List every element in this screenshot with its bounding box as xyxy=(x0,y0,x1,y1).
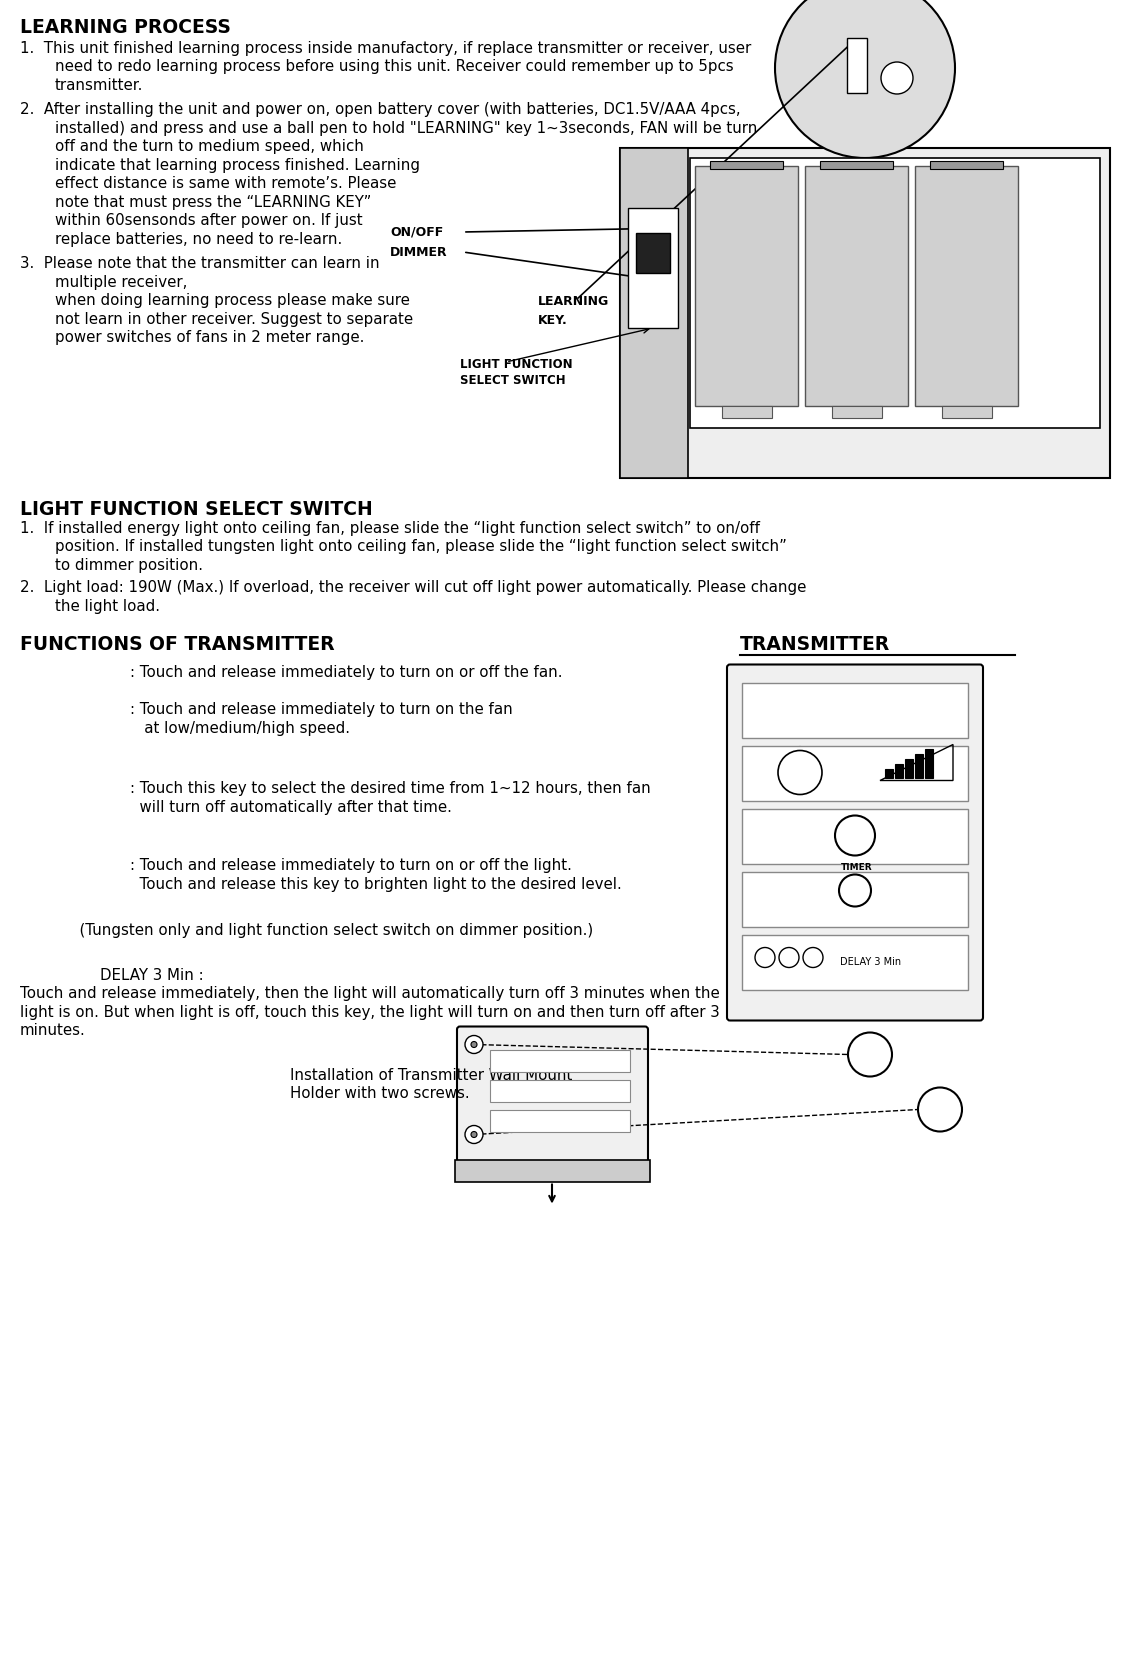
Bar xyxy=(742,746,968,800)
Bar xyxy=(916,753,924,778)
Circle shape xyxy=(881,62,913,94)
Text: effect distance is same with remote’s. Please: effect distance is same with remote’s. P… xyxy=(55,176,397,191)
Text: indicate that learning process finished. Learning: indicate that learning process finished.… xyxy=(55,157,419,172)
Text: ON/OFF: ON/OFF xyxy=(390,224,443,238)
Text: Touch and release immediately, then the light will automatically turn off 3 minu: Touch and release immediately, then the … xyxy=(19,985,720,1000)
Bar xyxy=(620,147,1110,478)
FancyBboxPatch shape xyxy=(457,1027,648,1163)
Text: (Tungsten only and light function select switch on dimmer position.): (Tungsten only and light function select… xyxy=(70,923,593,939)
Text: TIMER: TIMER xyxy=(841,863,872,872)
Text: 2.  After installing the unit and power on, open battery cover (with batteries, : 2. After installing the unit and power o… xyxy=(19,102,741,117)
Circle shape xyxy=(804,947,823,967)
Bar xyxy=(742,872,968,927)
Bar xyxy=(636,233,670,273)
Circle shape xyxy=(471,1131,477,1138)
Circle shape xyxy=(780,947,799,967)
Text: to dimmer position.: to dimmer position. xyxy=(55,557,203,572)
Text: FUNCTIONS OF TRANSMITTER: FUNCTIONS OF TRANSMITTER xyxy=(19,636,335,654)
Text: off and the turn to medium speed, which: off and the turn to medium speed, which xyxy=(55,139,363,154)
Text: LIGHT FUNCTION: LIGHT FUNCTION xyxy=(459,358,573,371)
Bar xyxy=(742,935,968,989)
Text: position. If installed tungsten light onto ceiling fan, please slide the “light : position. If installed tungsten light on… xyxy=(55,539,786,554)
Text: light is on. But when light is off, touch this key, the light will turn on and t: light is on. But when light is off, touc… xyxy=(19,1004,720,1019)
Text: multiple receiver,: multiple receiver, xyxy=(55,274,187,289)
Text: SELECT SWITCH: SELECT SWITCH xyxy=(459,375,566,386)
Bar xyxy=(742,808,968,863)
Bar xyxy=(490,1049,630,1071)
Bar xyxy=(820,161,893,169)
Text: DELAY 3 Min :: DELAY 3 Min : xyxy=(99,967,203,982)
Bar xyxy=(722,407,772,418)
Text: 1.  This unit finished learning process inside manufactory, if replace transmitt: 1. This unit finished learning process i… xyxy=(19,40,751,55)
FancyBboxPatch shape xyxy=(727,664,983,1021)
Text: : Touch and release immediately to turn on or off the light.: : Touch and release immediately to turn … xyxy=(130,858,572,873)
Bar xyxy=(690,157,1100,428)
Circle shape xyxy=(848,1032,892,1076)
Text: within 60sensonds after power on. If just: within 60sensonds after power on. If jus… xyxy=(55,212,362,228)
Bar xyxy=(805,166,908,407)
Circle shape xyxy=(775,0,956,157)
Text: the light load.: the light load. xyxy=(55,599,160,614)
Text: note that must press the “LEARNING KEY”: note that must press the “LEARNING KEY” xyxy=(55,194,371,209)
Bar xyxy=(930,161,1004,169)
Text: TRANSMITTER: TRANSMITTER xyxy=(740,636,890,654)
Bar xyxy=(490,1079,630,1101)
Text: 2.  Light load: 190W (Max.) If overload, the receiver will cut off light power a: 2. Light load: 190W (Max.) If overload, … xyxy=(19,581,806,596)
Bar xyxy=(620,147,688,478)
Circle shape xyxy=(756,947,775,967)
Text: will turn off automatically after that time.: will turn off automatically after that t… xyxy=(130,800,451,815)
Bar xyxy=(695,166,798,407)
Bar xyxy=(895,763,903,778)
Text: 3.  Please note that the transmitter can learn in: 3. Please note that the transmitter can … xyxy=(19,256,379,271)
Bar xyxy=(832,407,882,418)
Text: : Touch this key to select the desired time from 1~12 hours, then fan: : Touch this key to select the desired t… xyxy=(130,781,650,796)
Text: minutes.: minutes. xyxy=(19,1022,86,1037)
Text: at low/medium/high speed.: at low/medium/high speed. xyxy=(130,721,350,736)
Circle shape xyxy=(471,1042,477,1047)
Bar xyxy=(925,748,933,778)
Text: Holder with two screws.: Holder with two screws. xyxy=(290,1086,470,1101)
Text: LEARNING: LEARNING xyxy=(538,294,609,308)
Bar xyxy=(455,1159,650,1181)
Text: Touch and release this key to brighten light to the desired level.: Touch and release this key to brighten l… xyxy=(130,877,622,892)
Bar xyxy=(847,38,868,94)
Circle shape xyxy=(836,815,876,855)
Bar xyxy=(710,161,783,169)
Text: need to redo learning process before using this unit. Receiver could remember up: need to redo learning process before usi… xyxy=(55,59,734,74)
Circle shape xyxy=(465,1126,483,1144)
Text: KEY.: KEY. xyxy=(538,315,568,326)
Circle shape xyxy=(465,1036,483,1054)
Text: when doing learning process please make sure: when doing learning process please make … xyxy=(55,293,410,308)
Circle shape xyxy=(918,1087,962,1131)
Text: LEARNING PROCESS: LEARNING PROCESS xyxy=(19,18,231,37)
Text: LIGHT FUNCTION SELECT SWITCH: LIGHT FUNCTION SELECT SWITCH xyxy=(19,500,373,519)
Bar xyxy=(628,207,678,328)
Bar xyxy=(490,1109,630,1131)
Text: : Touch and release immediately to turn on the fan: : Touch and release immediately to turn … xyxy=(130,703,513,718)
Text: DIMMER: DIMMER xyxy=(390,246,448,259)
Bar xyxy=(905,758,913,778)
Text: DELAY 3 Min: DELAY 3 Min xyxy=(840,957,901,967)
Text: Installation of Transmitter Wall Mount: Installation of Transmitter Wall Mount xyxy=(290,1067,573,1082)
Text: transmitter.: transmitter. xyxy=(55,77,143,92)
Text: : Touch and release immediately to turn on or off the fan.: : Touch and release immediately to turn … xyxy=(130,664,562,679)
Text: replace batteries, no need to re-learn.: replace batteries, no need to re-learn. xyxy=(55,231,342,246)
Text: power switches of fans in 2 meter range.: power switches of fans in 2 meter range. xyxy=(55,330,365,345)
Text: 1.  If installed energy light onto ceiling fan, please slide the “light function: 1. If installed energy light onto ceilin… xyxy=(19,520,760,535)
Text: not learn in other receiver. Suggest to separate: not learn in other receiver. Suggest to … xyxy=(55,311,413,326)
Circle shape xyxy=(839,875,871,907)
Bar xyxy=(742,683,968,738)
Bar xyxy=(885,768,893,778)
Text: installed) and press and use a ball pen to hold "LEARNING" key 1~3seconds, FAN w: installed) and press and use a ball pen … xyxy=(55,120,758,136)
Bar xyxy=(916,166,1018,407)
Bar xyxy=(942,407,992,418)
